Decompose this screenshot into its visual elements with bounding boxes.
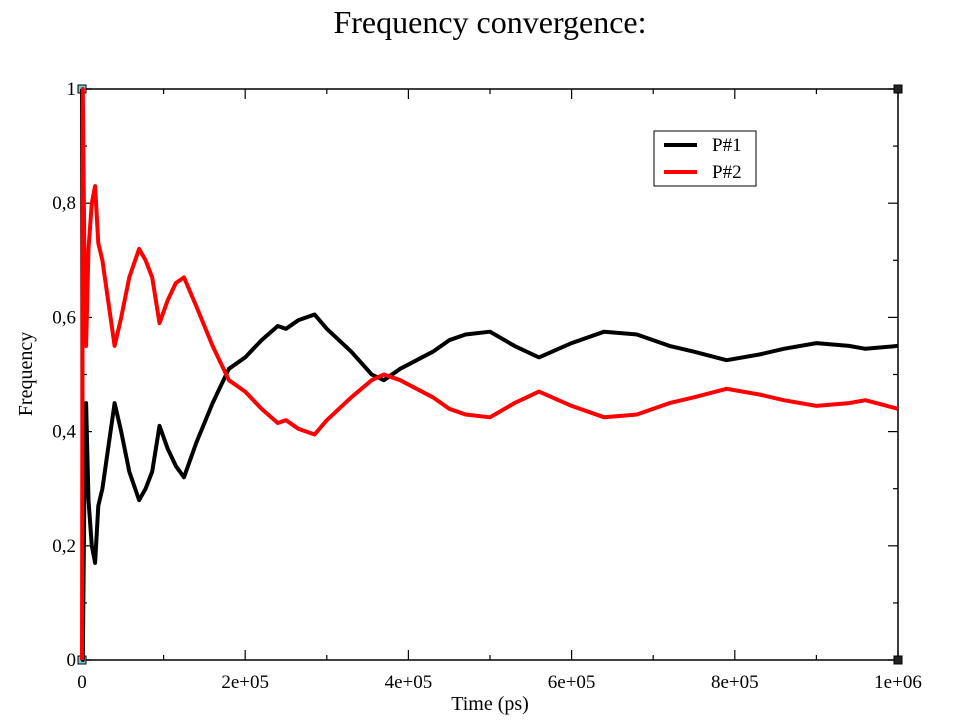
x-axis-label: Time (ps)	[451, 693, 529, 715]
x-tick-label: 1e+06	[874, 672, 922, 693]
series-line-p1	[80, 88, 899, 662]
y-tick-label: 0,8	[52, 193, 76, 214]
x-tick-label: 2e+05	[221, 672, 269, 693]
y-tick-label: 1	[67, 79, 77, 100]
series-line-p2	[80, 87, 899, 661]
legend-label-p2: P#2	[712, 162, 742, 183]
legend: P#1 P#2	[653, 130, 757, 187]
plot-frame	[81, 88, 899, 661]
y-tick-label: 0,6	[52, 307, 76, 328]
corner-marker	[893, 655, 903, 665]
y-axis-label: Frequency	[15, 332, 37, 416]
y-tick-label: 0,2	[52, 536, 76, 557]
x-tick-label: 4e+05	[385, 672, 433, 693]
x-tick-label: 0	[77, 672, 87, 693]
chart-title: Frequency convergence:	[333, 4, 646, 40]
data-series	[80, 87, 899, 662]
legend-label-p1: P#1	[712, 135, 742, 156]
corner-marker	[893, 84, 903, 94]
y-tick-label: 0	[67, 650, 77, 671]
y-tick-label: 0,4	[52, 422, 76, 443]
legend-box	[653, 130, 757, 187]
x-tick-label: 6e+05	[548, 672, 596, 693]
x-tick-label: 8e+05	[711, 672, 759, 693]
axis-ticks: 0 2e+05 4e+05 6e+05 8e+05 1e+06 0 0,2 0,4 0,6 0,8 1	[52, 79, 922, 693]
